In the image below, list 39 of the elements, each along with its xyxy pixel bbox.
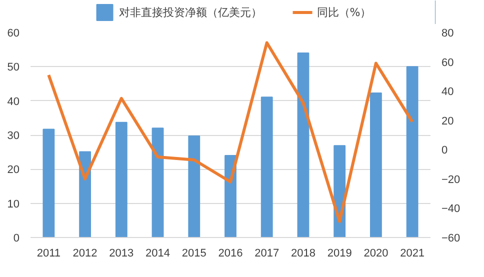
bar [115,122,128,238]
y2-tick-label: 0 [442,144,448,157]
legend-label: 对非直接投资净额（亿美元） [118,4,262,20]
y2-tick-label: −20 [442,174,460,186]
y-tick-label: 30 [7,130,20,142]
x-tick-label: 2011 [36,248,61,260]
bar [406,66,418,238]
y2-tick-label: −40 [442,203,460,216]
x-tick-label: 2018 [290,248,316,260]
x-tick-label: 2013 [109,248,134,260]
y2-tick-label: −60 [442,232,460,244]
y-tick-label: 10 [7,198,20,210]
y2-tick-label: 60 [442,56,454,69]
x-tick-label: 2020 [364,248,388,260]
y2-tick-label: 40 [442,86,454,98]
bar [370,92,382,238]
bar [42,128,55,238]
x-tick-label: 2014 [146,248,170,260]
y-tick-label: 40 [7,96,20,108]
y2-tick-label: 20 [442,115,454,128]
x-tick-label: 2012 [72,248,98,260]
y-tick-label: 60 [7,28,20,40]
bar [152,128,164,238]
x-tick-label: 2015 [182,248,206,260]
legend-label: 同比（%） [316,4,372,20]
x-tick-label: 2016 [218,248,243,260]
x-tick-label: 2017 [254,248,280,260]
y-tick-label: 20 [7,164,20,176]
bar [260,96,273,238]
x-tick-label: 2021 [400,248,425,260]
bar [188,136,200,238]
y-tick-label: 0 [13,232,20,244]
bar [224,155,236,238]
x-tick-label: 2019 [327,248,352,260]
line-series [47,41,414,223]
y2-tick-label: 80 [442,28,454,40]
bar [297,52,310,238]
y-tick-label: 50 [7,62,20,74]
bar [79,151,91,238]
